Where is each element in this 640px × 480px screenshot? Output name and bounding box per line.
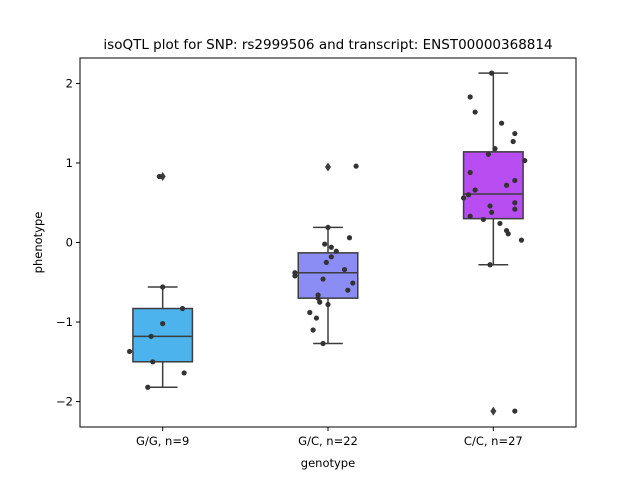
data-point: [460, 195, 467, 201]
box-group: [132, 171, 194, 388]
data-point: [505, 231, 511, 237]
x-tick-label: G/C, n=22: [298, 434, 358, 448]
data-point: [150, 359, 156, 365]
data-point: [512, 206, 518, 212]
y-axis: −2 −1 0 1 2: [56, 76, 80, 409]
data-point: [315, 295, 321, 301]
y-axis-label: phenotype: [31, 212, 45, 274]
data-point: [317, 299, 323, 305]
data-point: [310, 327, 316, 333]
data-point: [292, 273, 298, 279]
data-point: [345, 287, 351, 293]
data-point: [127, 348, 133, 355]
data-point: [503, 182, 510, 188]
data-point: [322, 241, 328, 247]
outlier-marker: [490, 406, 497, 416]
x-axis: G/G, n=9 G/C, n=22 C/C, n=27: [136, 427, 523, 448]
data-point: [353, 163, 359, 169]
y-tick-label: 2: [66, 76, 73, 90]
data-point: [160, 321, 166, 327]
data-point: [512, 200, 518, 206]
data-point: [179, 305, 186, 312]
y-tick-label: −1: [56, 315, 73, 329]
data-point: [497, 220, 503, 227]
data-point: [510, 138, 516, 145]
box-group: [297, 162, 359, 345]
data-point: [489, 70, 495, 76]
data-point: [487, 203, 493, 209]
data-point: [156, 173, 162, 180]
y-tick-label: −2: [56, 395, 73, 409]
box-group: [462, 72, 524, 416]
data-point: [328, 254, 334, 260]
data-point: [522, 157, 528, 164]
x-axis-label: genotype: [301, 456, 355, 470]
chart-title: isoQTL plot for SNP: rs2999506 and trans…: [103, 37, 552, 53]
data-point: [485, 151, 491, 157]
data-point: [325, 224, 331, 230]
plot-area: [127, 70, 528, 416]
data-point: [328, 244, 334, 250]
data-point: [160, 284, 166, 290]
y-tick-label: 0: [66, 236, 73, 250]
data-point: [480, 216, 487, 223]
data-point: [148, 333, 154, 339]
data-point: [499, 120, 505, 126]
data-point: [145, 384, 151, 390]
data-point: [320, 340, 326, 347]
data-point: [472, 109, 478, 115]
data-point: [333, 248, 339, 254]
data-point: [492, 146, 498, 152]
x-tick-label: C/C, n=27: [464, 434, 523, 448]
box-iqr: [132, 307, 194, 363]
x-tick-label: G/G, n=9: [136, 434, 189, 448]
data-point: [346, 235, 353, 241]
data-point: [472, 187, 478, 193]
outlier-marker: [325, 162, 331, 172]
data-point: [325, 301, 331, 308]
data-point: [467, 169, 473, 176]
data-point: [467, 94, 473, 100]
data-point: [518, 237, 525, 243]
outlier-marker: [159, 171, 166, 181]
data-point: [465, 192, 472, 198]
data-point: [512, 177, 518, 184]
y-tick-label: 1: [66, 156, 73, 170]
data-point: [512, 408, 518, 414]
data-point: [323, 259, 329, 265]
data-point: [307, 309, 313, 316]
data-point: [350, 280, 356, 286]
data-point: [181, 370, 187, 376]
data-point: [467, 213, 473, 219]
data-point: [313, 315, 320, 321]
data-point: [512, 130, 518, 137]
data-point: [341, 266, 348, 273]
data-point: [489, 209, 495, 215]
data-point: [487, 262, 493, 268]
data-point: [320, 276, 326, 282]
